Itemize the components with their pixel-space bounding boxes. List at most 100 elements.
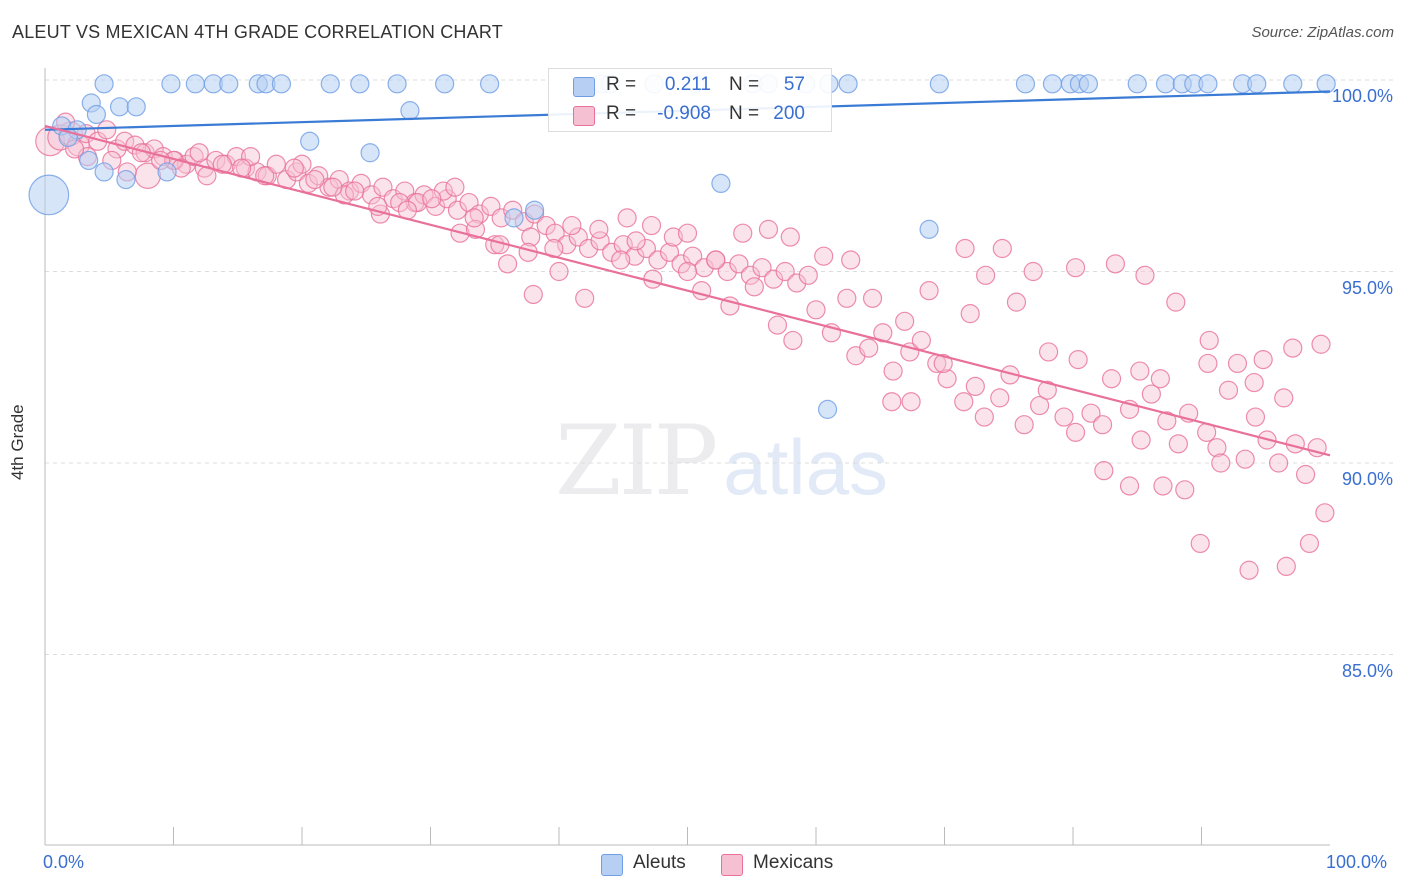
mexican-point <box>1198 353 1218 374</box>
aleut-point <box>157 162 177 182</box>
mexican-point <box>589 219 609 239</box>
mexican-point <box>954 392 974 412</box>
legend-n-label: N = <box>729 103 760 124</box>
mexican-point <box>445 177 465 197</box>
mexican-point <box>611 250 631 270</box>
aleut-point <box>161 74 181 94</box>
aleut-point <box>919 219 939 239</box>
mexican-point <box>1014 415 1034 435</box>
mexican-point <box>798 265 818 285</box>
mexican-point <box>1054 407 1074 427</box>
legend-label-mexicans: Mexicans <box>753 852 834 873</box>
legend-r-value: 0.211 <box>664 74 711 95</box>
aleut-point <box>711 173 731 194</box>
x-tick-label-right: 100.0% <box>1326 852 1388 872</box>
mexican-point <box>960 304 980 324</box>
mexican-point <box>390 192 410 213</box>
mexican-point <box>648 250 668 270</box>
legend-label-aleuts: Aleuts <box>633 852 686 873</box>
mexican-point <box>1135 265 1155 285</box>
mexican-point <box>976 265 996 285</box>
aleut-point <box>116 169 136 190</box>
aleut-point <box>271 74 292 94</box>
mexican-point <box>729 254 749 274</box>
mexican-point <box>677 261 698 282</box>
aleut-point <box>1247 74 1267 94</box>
mexican-point <box>1218 380 1239 400</box>
mexican-point <box>464 208 484 228</box>
mexican-point <box>1038 342 1059 362</box>
mexican-point <box>1245 407 1266 427</box>
y-tick-label: 100.0% <box>1331 86 1393 106</box>
aleut-point <box>185 74 205 94</box>
mexican-point <box>911 330 931 351</box>
mexican-point <box>955 238 975 259</box>
mexican-point <box>1239 560 1259 580</box>
mexican-point <box>1150 369 1170 389</box>
mexican-point <box>1029 395 1050 416</box>
mexican-point <box>1207 438 1227 458</box>
mexican-point <box>1119 476 1140 496</box>
y-tick-label: 85.0% <box>1341 660 1393 681</box>
mexican-point <box>1190 533 1210 554</box>
aleut-point <box>320 74 340 94</box>
aleut-point <box>79 150 99 171</box>
mexican-point <box>677 223 698 243</box>
mexican-point <box>992 238 1012 259</box>
legend-row-mexican: R = -0.908 N = 200 <box>549 100 831 130</box>
mexican-point <box>780 227 800 247</box>
mexican-point <box>189 143 209 163</box>
mexican-point <box>671 254 691 274</box>
mexican-point <box>334 185 355 205</box>
aleut-point <box>1198 74 1218 94</box>
aleut-point <box>838 74 858 94</box>
mexican-point <box>758 219 779 239</box>
aleut-point <box>94 74 114 94</box>
mexican-point <box>1244 372 1264 393</box>
mexican-point <box>740 265 761 285</box>
mexican-point <box>1101 369 1122 389</box>
mexican-point <box>1227 353 1248 374</box>
legend-r-label: R = <box>606 74 637 95</box>
mexican-point <box>447 200 468 220</box>
mexican-point <box>545 223 565 243</box>
aleut-point <box>435 74 455 94</box>
mexican-point <box>97 120 117 140</box>
mexican-point <box>1068 349 1088 370</box>
mexican-point <box>1131 430 1151 450</box>
mexican-point <box>1299 533 1320 554</box>
mexican-point <box>1168 434 1188 454</box>
mexican-point <box>562 215 582 236</box>
aleut-point <box>1155 74 1176 94</box>
mexican-point <box>498 254 518 274</box>
mexican-point <box>717 261 737 282</box>
mexican-point <box>345 181 365 201</box>
mexican-point <box>706 250 726 270</box>
mexican-point <box>1199 330 1219 351</box>
aleut-point <box>1042 74 1063 94</box>
y-tick-label: 95.0% <box>1341 277 1393 298</box>
mexican-point <box>1153 476 1173 496</box>
mexican-point <box>1094 461 1114 481</box>
mexican-point <box>521 227 541 247</box>
mexican-point <box>1105 254 1126 274</box>
legend-swatch-mexicans <box>721 854 743 876</box>
mexican-point <box>469 204 489 224</box>
aleut-point <box>1316 74 1336 94</box>
mexican-point <box>575 288 595 308</box>
mexican-point <box>1295 464 1316 485</box>
aleut-point <box>929 74 949 94</box>
watermark-atlas: atlas <box>723 423 888 511</box>
mexican-trend-line <box>44 124 1331 457</box>
mexican-point <box>284 158 304 178</box>
stats-legend: R = 0.211 N = 57 R = -0.908 N = 200 <box>548 68 832 132</box>
aleut-point <box>219 74 239 94</box>
mexican-point <box>1311 334 1331 354</box>
mexican-point <box>937 369 957 389</box>
mexican-point <box>659 242 680 262</box>
mexican-point <box>549 261 569 282</box>
mexican-point <box>266 154 286 174</box>
aleut-point <box>817 399 838 419</box>
mexican-point <box>1268 453 1289 473</box>
